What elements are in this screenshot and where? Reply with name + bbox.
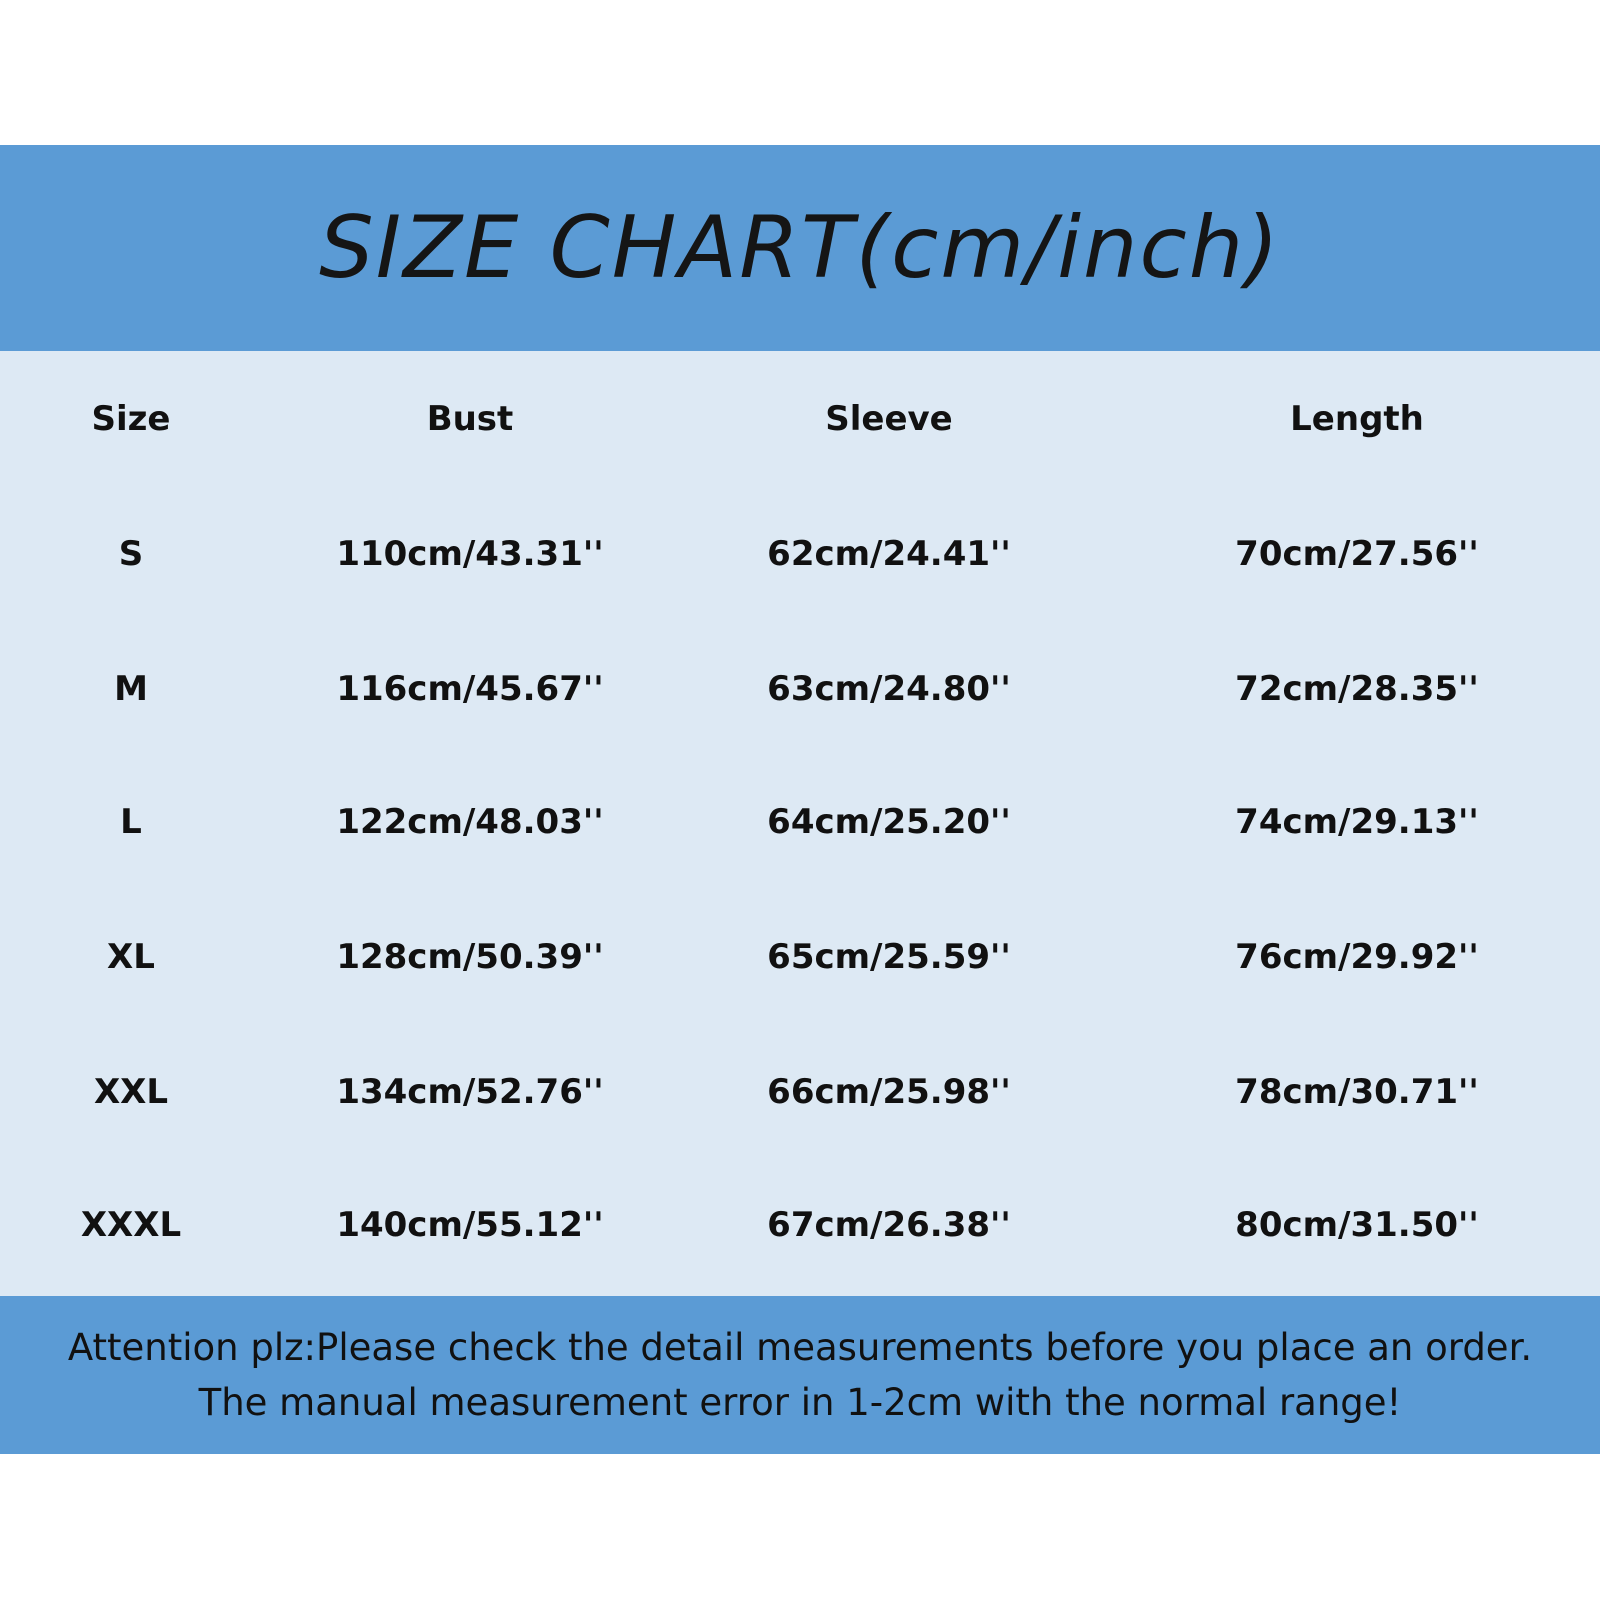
cell-length: 76cm/29.92'' bbox=[1235, 937, 1479, 977]
size-table: Size Bust Sleeve Length S 110cm/43.31'' 62cm/2… bbox=[0, 351, 1600, 1296]
cell-sleeve: 66cm/25.98'' bbox=[767, 1072, 1011, 1112]
cell-size: XXL bbox=[93, 1072, 169, 1112]
header-size: Size bbox=[91, 399, 171, 439]
cell-size: L bbox=[120, 802, 142, 842]
notice-banner: Attention plz:Please check the detail me… bbox=[0, 1296, 1600, 1454]
cell-size: S bbox=[118, 534, 144, 574]
cell-sleeve: 65cm/25.59'' bbox=[767, 937, 1011, 977]
cell-bust: 140cm/55.12'' bbox=[336, 1205, 604, 1245]
cell-bust: 110cm/43.31'' bbox=[336, 534, 604, 574]
page-title: SIZE CHART(cm/inch) bbox=[319, 198, 1281, 298]
notice-line-1: Attention plz:Please check the detail me… bbox=[67, 1326, 1533, 1369]
header-length: Length bbox=[1290, 399, 1424, 439]
cell-sleeve: 67cm/26.38'' bbox=[767, 1205, 1011, 1245]
cell-length: 74cm/29.13'' bbox=[1235, 802, 1479, 842]
header-bust: Bust bbox=[426, 399, 514, 439]
cell-bust: 128cm/50.39'' bbox=[336, 937, 604, 977]
title-banner: SIZE CHART(cm/inch) bbox=[0, 145, 1600, 351]
cell-bust: 116cm/45.67'' bbox=[336, 669, 604, 709]
cell-size: XL bbox=[107, 937, 155, 977]
cell-length: 72cm/28.35'' bbox=[1235, 669, 1479, 709]
cell-sleeve: 64cm/25.20'' bbox=[767, 802, 1011, 842]
cell-size: M bbox=[114, 669, 148, 709]
cell-sleeve: 62cm/24.41'' bbox=[767, 534, 1011, 574]
cell-length: 80cm/31.50'' bbox=[1235, 1205, 1479, 1245]
header-sleeve: Sleeve bbox=[825, 399, 953, 439]
cell-bust: 134cm/52.76'' bbox=[336, 1072, 604, 1112]
cell-bust: 122cm/48.03'' bbox=[336, 802, 604, 842]
cell-size: XXXL bbox=[80, 1205, 182, 1245]
cell-length: 78cm/30.71'' bbox=[1235, 1072, 1479, 1112]
notice-line-2: The manual measurement error in 1-2cm wi… bbox=[198, 1381, 1402, 1424]
cell-sleeve: 63cm/24.80'' bbox=[767, 669, 1011, 709]
cell-length: 70cm/27.56'' bbox=[1235, 534, 1479, 574]
